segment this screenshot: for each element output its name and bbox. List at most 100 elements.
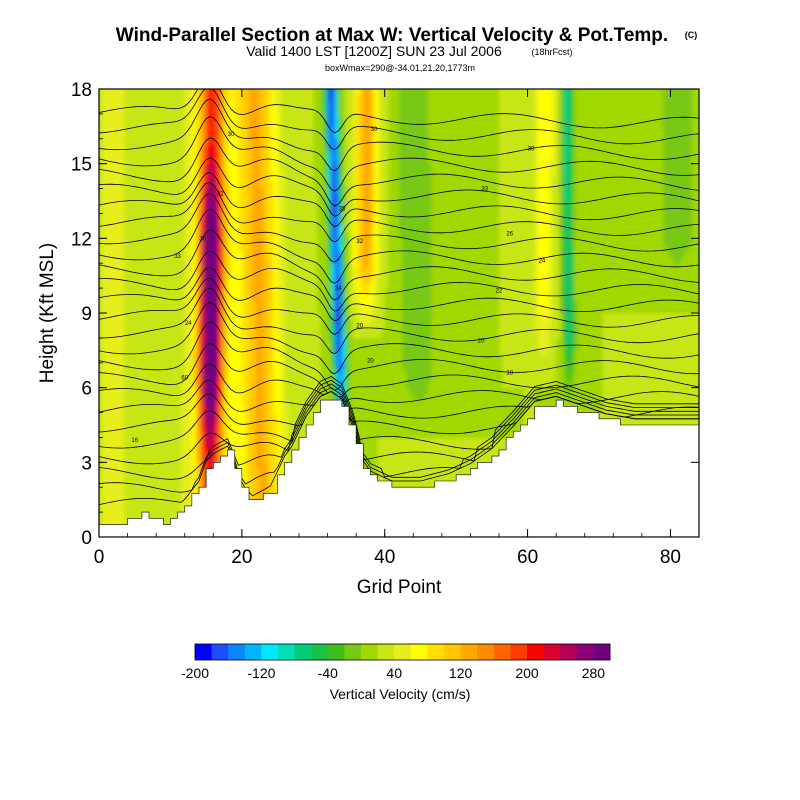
velocity-cell bbox=[238, 456, 243, 463]
velocity-cell bbox=[177, 194, 182, 202]
velocity-cell bbox=[127, 431, 132, 438]
velocity-cell bbox=[174, 350, 179, 358]
velocity-cell bbox=[274, 89, 279, 96]
velocity-cell bbox=[102, 369, 107, 376]
velocity-cell bbox=[216, 188, 222, 196]
velocity-cell bbox=[224, 151, 229, 158]
velocity-cell bbox=[209, 431, 214, 438]
velocity-cell bbox=[277, 157, 282, 165]
velocity-cell bbox=[313, 138, 318, 146]
velocity-cell bbox=[106, 431, 111, 438]
velocity-cell bbox=[127, 418, 132, 426]
velocity-cell bbox=[306, 89, 311, 96]
velocity-cell bbox=[188, 300, 193, 308]
velocity-cell bbox=[188, 138, 193, 146]
velocity-cell bbox=[309, 107, 314, 115]
velocity-cell bbox=[113, 412, 118, 420]
velocity-cell bbox=[220, 113, 225, 121]
velocity-cell bbox=[284, 443, 289, 451]
velocity-cell bbox=[195, 431, 200, 438]
velocity-cell bbox=[327, 213, 332, 221]
velocity-cell bbox=[138, 151, 143, 158]
velocity-cell bbox=[327, 188, 332, 196]
velocity-cell bbox=[159, 132, 164, 140]
velocity-cell bbox=[316, 244, 322, 252]
velocity-cell bbox=[274, 319, 279, 326]
velocity-cell bbox=[252, 176, 257, 183]
velocity-cell bbox=[120, 244, 125, 252]
velocity-cell bbox=[252, 406, 257, 414]
velocity-cell bbox=[241, 176, 247, 183]
velocity-cell bbox=[277, 425, 282, 432]
velocity-cell bbox=[134, 412, 139, 420]
velocity-cell bbox=[106, 225, 111, 233]
velocity-cell bbox=[127, 194, 132, 202]
velocity-cell bbox=[252, 157, 257, 165]
velocity-cell bbox=[145, 201, 150, 208]
velocity-cell bbox=[241, 443, 247, 451]
velocity-cell bbox=[102, 468, 107, 476]
velocity-cell bbox=[102, 431, 107, 438]
velocity-cell bbox=[159, 412, 164, 420]
velocity-cell bbox=[206, 194, 211, 202]
velocity-cell bbox=[224, 145, 229, 152]
velocity-cell bbox=[102, 95, 107, 102]
velocity-cell bbox=[252, 462, 257, 470]
velocity-cell bbox=[216, 126, 222, 134]
velocity-cell bbox=[277, 281, 282, 289]
velocity-cell bbox=[331, 337, 336, 345]
velocity-cell bbox=[181, 138, 186, 146]
velocity-cell bbox=[152, 219, 157, 227]
velocity-cell bbox=[206, 369, 211, 376]
velocity-cell bbox=[331, 393, 336, 401]
velocity-cell bbox=[199, 474, 204, 482]
velocity-cell bbox=[156, 113, 161, 121]
velocity-cell bbox=[120, 325, 125, 333]
velocity-cell bbox=[234, 331, 239, 339]
velocity-cell bbox=[134, 331, 139, 339]
velocity-cell bbox=[241, 145, 247, 152]
velocity-cell bbox=[309, 344, 314, 351]
velocity-cell bbox=[213, 201, 218, 208]
velocity-cell bbox=[174, 275, 179, 283]
velocity-cell bbox=[174, 232, 179, 239]
velocity-cell bbox=[141, 126, 147, 134]
velocity-cell bbox=[284, 418, 289, 426]
velocity-cell bbox=[188, 313, 193, 320]
velocity-cell bbox=[266, 462, 272, 470]
velocity-cell bbox=[99, 275, 104, 283]
velocity-cell bbox=[124, 443, 129, 451]
velocity-cell bbox=[149, 107, 154, 115]
velocity-cell bbox=[116, 462, 122, 470]
velocity-cell bbox=[191, 300, 197, 308]
velocity-cell bbox=[134, 132, 139, 140]
velocity-cell bbox=[163, 176, 168, 183]
velocity-cell bbox=[309, 412, 314, 420]
velocity-cell bbox=[245, 350, 250, 358]
velocity-cell bbox=[102, 169, 107, 177]
velocity-cell bbox=[181, 443, 186, 451]
velocity-cell bbox=[241, 344, 247, 351]
velocity-cell bbox=[106, 163, 111, 171]
velocity-cell bbox=[284, 250, 289, 258]
velocity-cell bbox=[331, 313, 336, 320]
velocity-cell bbox=[220, 393, 225, 401]
velocity-cell bbox=[134, 337, 139, 345]
velocity-cell bbox=[327, 169, 332, 177]
velocity-cell bbox=[177, 344, 182, 351]
velocity-cell bbox=[316, 393, 322, 401]
velocity-cell bbox=[149, 418, 154, 426]
velocity-cell bbox=[170, 163, 175, 171]
velocity-cell bbox=[170, 157, 175, 165]
velocity-cell bbox=[202, 288, 207, 295]
velocity-cell bbox=[124, 219, 129, 227]
velocity-cell bbox=[127, 300, 132, 308]
velocity-cell bbox=[266, 163, 272, 171]
velocity-cell bbox=[127, 107, 132, 115]
velocity-cell bbox=[241, 163, 247, 171]
velocity-cell bbox=[281, 362, 286, 370]
velocity-cell bbox=[184, 288, 189, 295]
velocity-cell bbox=[317, 77, 321, 84]
velocity-cell bbox=[327, 101, 332, 109]
velocity-cell bbox=[220, 387, 225, 395]
